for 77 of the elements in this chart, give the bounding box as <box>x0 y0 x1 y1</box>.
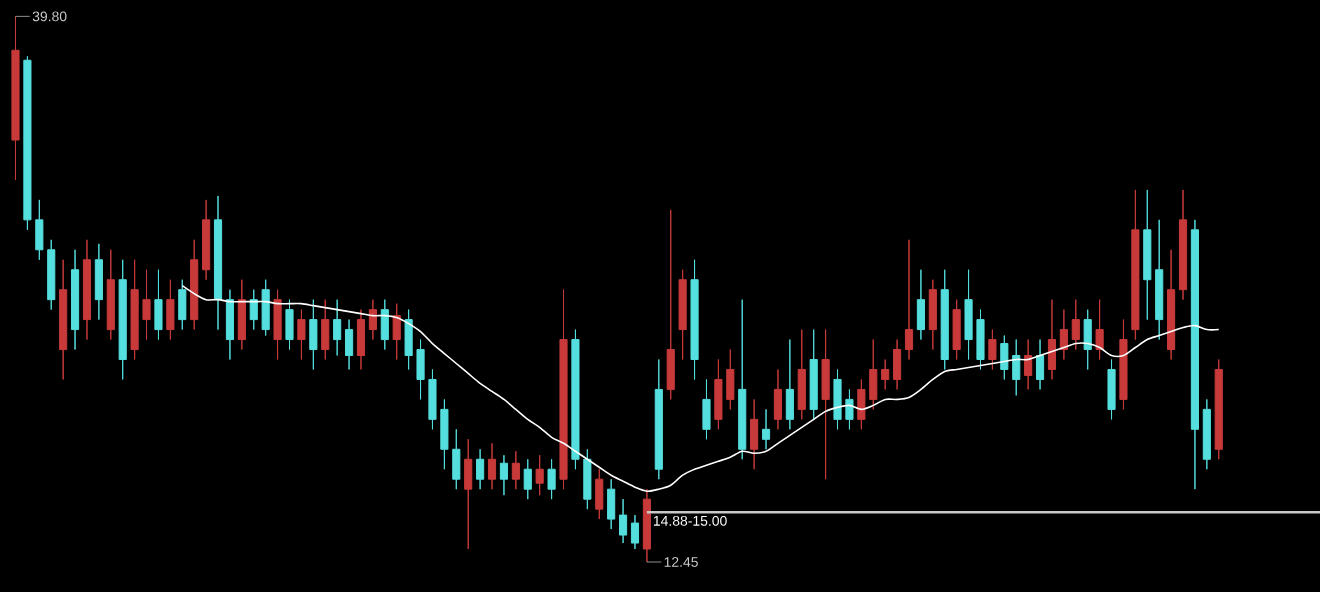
candlestick <box>1047 299 1057 380</box>
candlestick <box>106 249 115 341</box>
candlestick <box>1035 339 1045 390</box>
candlestick <box>380 299 389 351</box>
candlestick <box>988 329 997 370</box>
candlestick <box>1178 189 1188 301</box>
candlestick <box>321 299 330 360</box>
candlestick <box>1131 189 1140 341</box>
candlestick <box>761 408 771 450</box>
candlestick <box>1119 319 1128 410</box>
candlestick <box>59 259 68 380</box>
candlestick <box>559 289 568 490</box>
candlestick <box>166 279 175 341</box>
candlestick <box>1202 398 1211 470</box>
candlestick <box>535 454 544 496</box>
candlestick <box>1143 189 1152 321</box>
candlestick <box>690 259 699 380</box>
candlestick <box>1167 249 1176 360</box>
candlestick <box>297 309 306 360</box>
candlestick <box>82 239 92 341</box>
candlestick <box>666 209 675 400</box>
candlestick <box>940 269 949 370</box>
candlestick <box>904 239 914 360</box>
candlestick <box>1214 359 1223 460</box>
candlestick <box>773 368 783 430</box>
candlestick <box>750 398 759 470</box>
candlestick <box>368 299 377 341</box>
candlestick <box>476 448 485 490</box>
candlestick <box>678 269 687 360</box>
candlestick <box>511 450 520 490</box>
candlestick <box>11 15 20 181</box>
candlestick <box>70 249 80 351</box>
candlestick <box>285 299 294 351</box>
candlestick <box>821 329 830 480</box>
candlestick <box>928 279 937 351</box>
candlestick <box>785 339 794 430</box>
candlestick <box>630 514 640 550</box>
candlestick <box>94 243 103 321</box>
candlestick <box>952 299 961 360</box>
candlestick <box>213 195 223 331</box>
candlestick <box>356 309 366 370</box>
candlestick <box>916 269 925 341</box>
candlestick <box>499 454 509 496</box>
candlestick <box>1024 339 1033 390</box>
candlestick <box>118 259 127 380</box>
candlestick <box>333 299 342 357</box>
candlestick <box>464 438 473 550</box>
candlestick <box>392 303 401 360</box>
candlestick <box>595 468 604 520</box>
candlestick <box>1083 309 1092 370</box>
candlestick <box>1107 359 1116 420</box>
candlestick <box>1155 219 1164 341</box>
candlestick <box>809 329 818 420</box>
candlestick <box>642 488 651 563</box>
candlestick <box>178 279 187 331</box>
candlestick <box>607 478 616 530</box>
candlestick <box>344 319 354 370</box>
candlestick <box>654 359 663 480</box>
candlestick <box>237 279 246 351</box>
candlestick <box>273 289 282 360</box>
candlestick <box>190 239 199 331</box>
candlestick <box>523 458 532 500</box>
candlestick <box>738 299 747 460</box>
candlestick <box>202 199 211 281</box>
candlestick <box>1071 299 1080 351</box>
candlestick <box>225 289 235 360</box>
candlestick <box>619 498 628 544</box>
candlestick <box>797 329 806 420</box>
candlestick <box>487 442 497 490</box>
candlestick <box>1095 299 1104 360</box>
candlestick <box>154 269 163 341</box>
candlestick <box>1190 219 1199 490</box>
candlestick <box>702 378 711 440</box>
candlestick <box>881 359 890 390</box>
candlestick <box>547 458 556 500</box>
candlestick <box>309 299 318 370</box>
candlestick <box>893 339 902 390</box>
